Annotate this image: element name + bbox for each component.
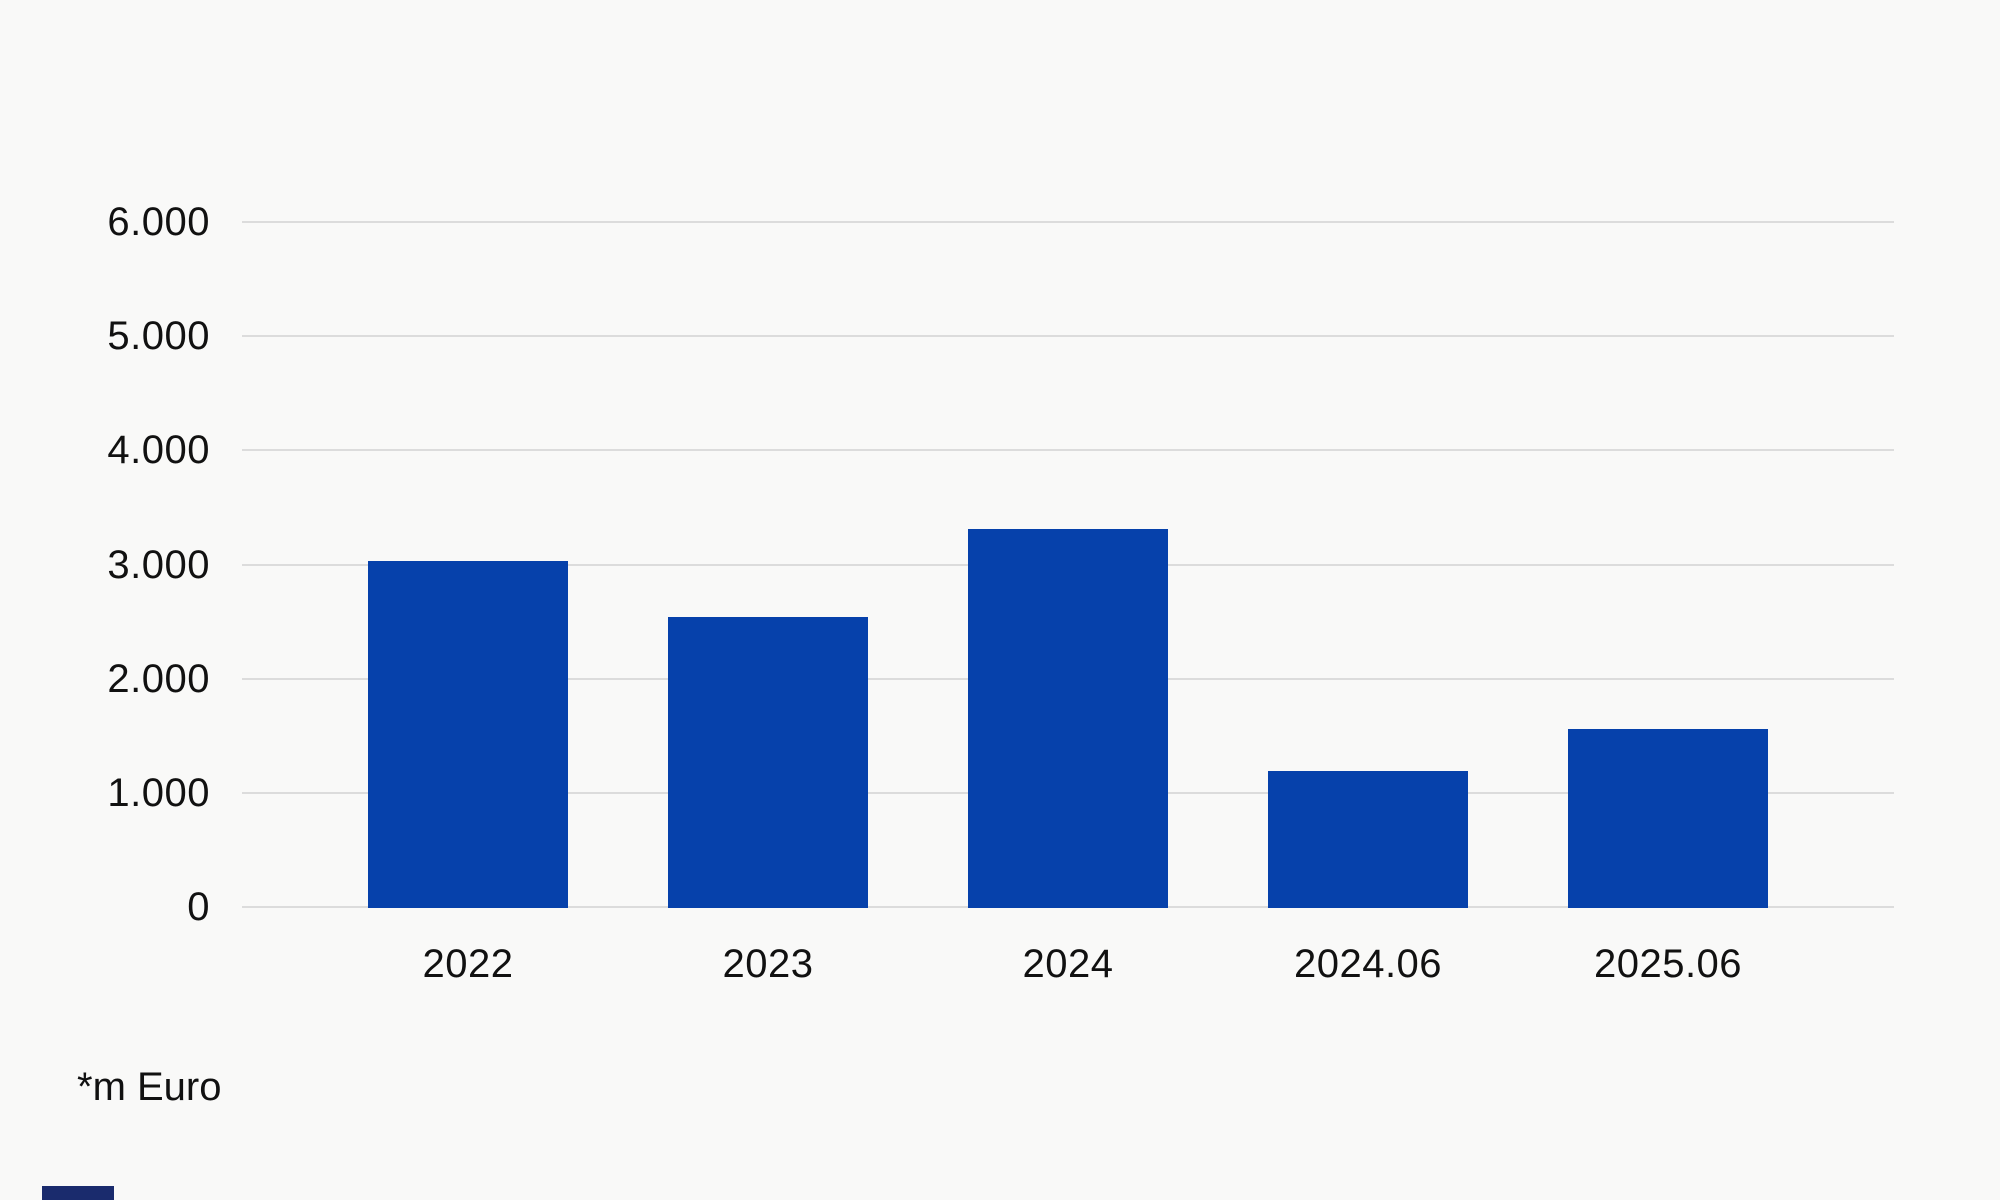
x-tick-label-2024.06: 2024.06 <box>1293 942 1443 986</box>
x-tick-label-2022: 2022 <box>422 942 514 986</box>
bar-2024.06 <box>1268 771 1468 908</box>
bar-2023 <box>668 616 868 908</box>
x-tick-label-2023: 2023 <box>722 942 814 986</box>
y-tick-label-2.000: 2.000 <box>107 656 210 701</box>
gridline-4.000 <box>242 449 1894 452</box>
unit-footnote: *m Euro <box>77 1065 222 1109</box>
y-tick-label-4.000: 4.000 <box>107 428 210 473</box>
y-tick-label-5.000: 5.000 <box>107 314 210 359</box>
x-tick-label-2024: 2024 <box>1022 942 1114 986</box>
y-tick-label-6.000: 6.000 <box>107 200 210 244</box>
x-tick-label-2025.06: 2025.06 <box>1593 942 1743 986</box>
bar-2025.06 <box>1568 728 1768 908</box>
gridline-6.000 <box>242 221 1894 223</box>
gridline-5.000 <box>242 335 1894 338</box>
y-tick-label-0: 0 <box>187 885 210 929</box>
bar-2024 <box>968 528 1168 908</box>
y-tick-label-1.000: 1.000 <box>107 770 210 815</box>
bar-2022 <box>368 560 568 908</box>
y-tick-label-3.000: 3.000 <box>107 542 210 587</box>
bottom-left-logo-fragment <box>42 1186 114 1200</box>
